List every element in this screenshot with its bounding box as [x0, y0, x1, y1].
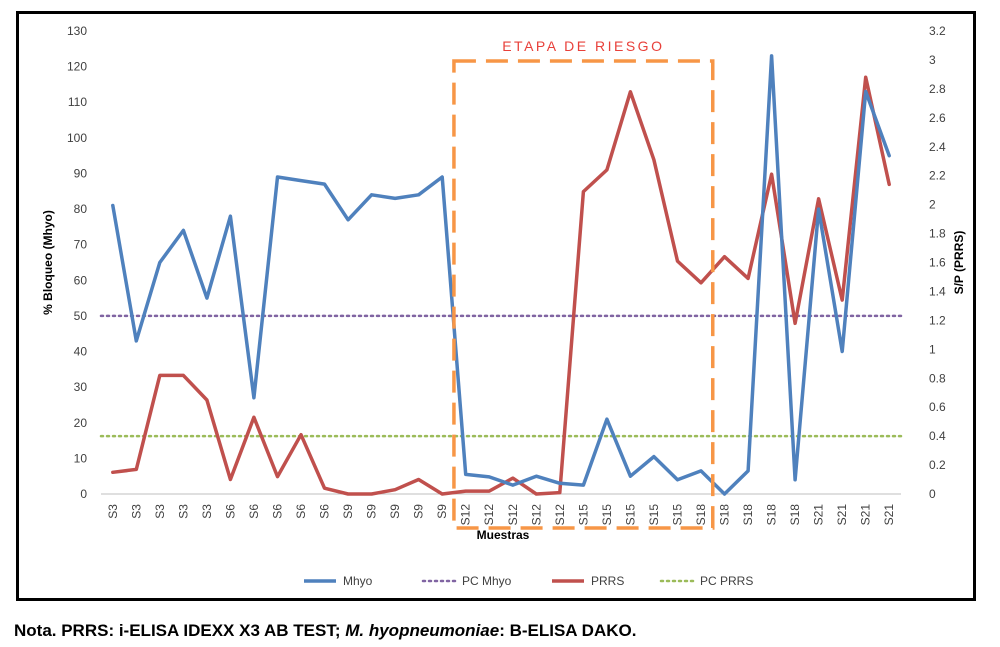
left-tick-label: 120	[67, 60, 87, 74]
x-tick-label: S3	[200, 504, 214, 519]
footnote: Nota. PRRS: i-ELISA IDEXX X3 AB TEST; M.…	[14, 621, 636, 641]
chart-frame: 0 10 20 30 40 50 60 70 80 90 100 110 120 130 0 0.2 0.4 0.…	[16, 11, 976, 601]
x-tick-label: S18	[718, 504, 732, 526]
legend-label: PC PRRS	[700, 574, 753, 588]
x-tick-label: S9	[388, 504, 402, 519]
risk-stage-box	[452, 59, 715, 530]
left-tick-label: 30	[74, 380, 88, 394]
left-tick-label: 130	[67, 24, 87, 38]
footnote-species: M. hyopneumoniae	[345, 621, 500, 640]
left-tick-label: 100	[67, 131, 87, 145]
left-tick-label: 0	[80, 487, 87, 501]
x-tick-label: S15	[647, 504, 661, 526]
right-axis-title: S/P (PRRS)	[952, 231, 966, 295]
series-line-prrs	[111, 75, 891, 496]
x-tick-label: S9	[341, 504, 355, 519]
right-tick-label: 3	[929, 53, 936, 67]
x-tick-label: S15	[576, 504, 590, 526]
right-tick-label: 2.6	[929, 111, 946, 125]
right-tick-label: 2.4	[929, 140, 946, 154]
right-tick-label: 2	[929, 198, 936, 212]
x-tick-label: S18	[694, 504, 708, 526]
x-tick-label: S6	[223, 504, 237, 519]
left-tick-label: 20	[74, 416, 88, 430]
right-tick-label: 2.8	[929, 82, 946, 96]
x-tick-label: S3	[176, 504, 190, 519]
right-tick-label: 0.4	[929, 429, 946, 443]
left-tick-label: 40	[74, 345, 88, 359]
right-tick-label: 1.2	[929, 313, 946, 327]
right-tick-label: 2.2	[929, 169, 946, 183]
left-tick-label: 60	[74, 273, 88, 287]
legend-label: PRRS	[591, 574, 624, 588]
right-tick-label: 1	[929, 342, 936, 356]
x-tick-label: S9	[412, 504, 426, 519]
x-tick-label: S6	[318, 504, 332, 519]
x-tick-label: S15	[623, 504, 637, 526]
footnote-text-2: : B-ELISA DAKO.	[499, 621, 637, 640]
x-tick-label: S18	[788, 504, 802, 526]
footnote-text-1: Nota. PRRS: i-ELISA IDEXX X3 AB TEST;	[14, 621, 346, 640]
x-tick-label: S21	[859, 504, 873, 526]
x-tick-label: S3	[153, 504, 167, 519]
x-tick-label: S9	[435, 504, 449, 519]
right-tick-label: 0.8	[929, 371, 946, 385]
x-tick-label: S6	[270, 504, 284, 519]
x-tick-label: S12	[529, 504, 543, 526]
x-tick-label: S18	[741, 504, 755, 526]
x-tick-label: S12	[459, 504, 473, 526]
right-tick-label: 0.6	[929, 400, 946, 414]
x-tick-label: S12	[553, 504, 567, 526]
left-axis-title: % Bloqueo (Mhyo)	[41, 210, 55, 315]
x-tick-label: S6	[247, 504, 261, 519]
left-tick-label: 90	[74, 166, 88, 180]
right-tick-label: 0	[929, 487, 936, 501]
x-tick-label: S9	[365, 504, 379, 519]
right-tick-label: 3.2	[929, 24, 946, 38]
left-tick-label: 70	[74, 238, 88, 252]
x-tick-label: S12	[482, 504, 496, 526]
x-tick-label: S21	[835, 504, 849, 526]
left-tick-label: 50	[74, 309, 88, 323]
x-tick-label: S15	[600, 504, 614, 526]
right-tick-label: 0.2	[929, 458, 946, 472]
x-tick-label: S15	[670, 504, 684, 526]
line-chart: 0 10 20 30 40 50 60 70 80 90 100 110 120 130 0 0.2 0.4 0.…	[41, 24, 966, 588]
x-tick-label: S12	[506, 504, 520, 526]
x-tick-label: S18	[765, 504, 779, 526]
x-tick-label: S3	[106, 504, 120, 519]
right-tick-label: 1.4	[929, 284, 946, 298]
left-tick-label: 110	[68, 95, 87, 109]
right-tick-label: 1.8	[929, 227, 946, 241]
left-tick-label: 80	[74, 202, 88, 216]
x-tick-label: S3	[129, 504, 143, 519]
legend-label: Mhyo	[343, 574, 373, 588]
risk-stage-label: ETAPA DE RIESGO	[502, 38, 664, 54]
x-axis-title: Muestras	[477, 528, 530, 542]
x-tick-label: S21	[882, 504, 896, 526]
x-tick-label: S6	[294, 504, 308, 519]
series-line-mhyo	[111, 54, 891, 496]
x-tick-label: S21	[812, 504, 826, 526]
right-tick-label: 1.6	[929, 256, 946, 270]
legend-label: PC Mhyo	[462, 574, 512, 588]
left-tick-label: 10	[74, 451, 88, 465]
